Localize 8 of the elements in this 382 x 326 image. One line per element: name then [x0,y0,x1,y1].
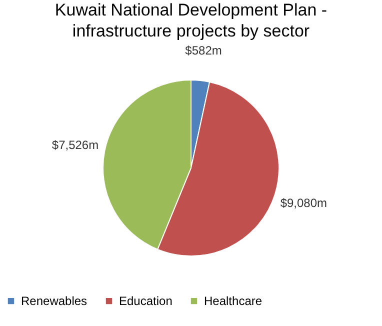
text: Kuwait National Development Plan - [54,0,328,20]
data-label: $9,080m [280,196,328,210]
data-label: $582m [185,44,222,58]
legend-label: Education [119,294,172,308]
legend-label: Renewables [21,294,88,308]
legend-label: Healthcare [204,294,262,308]
data-label: $7,526m [52,138,99,152]
text: infrastructure projects by sector [72,22,310,41]
